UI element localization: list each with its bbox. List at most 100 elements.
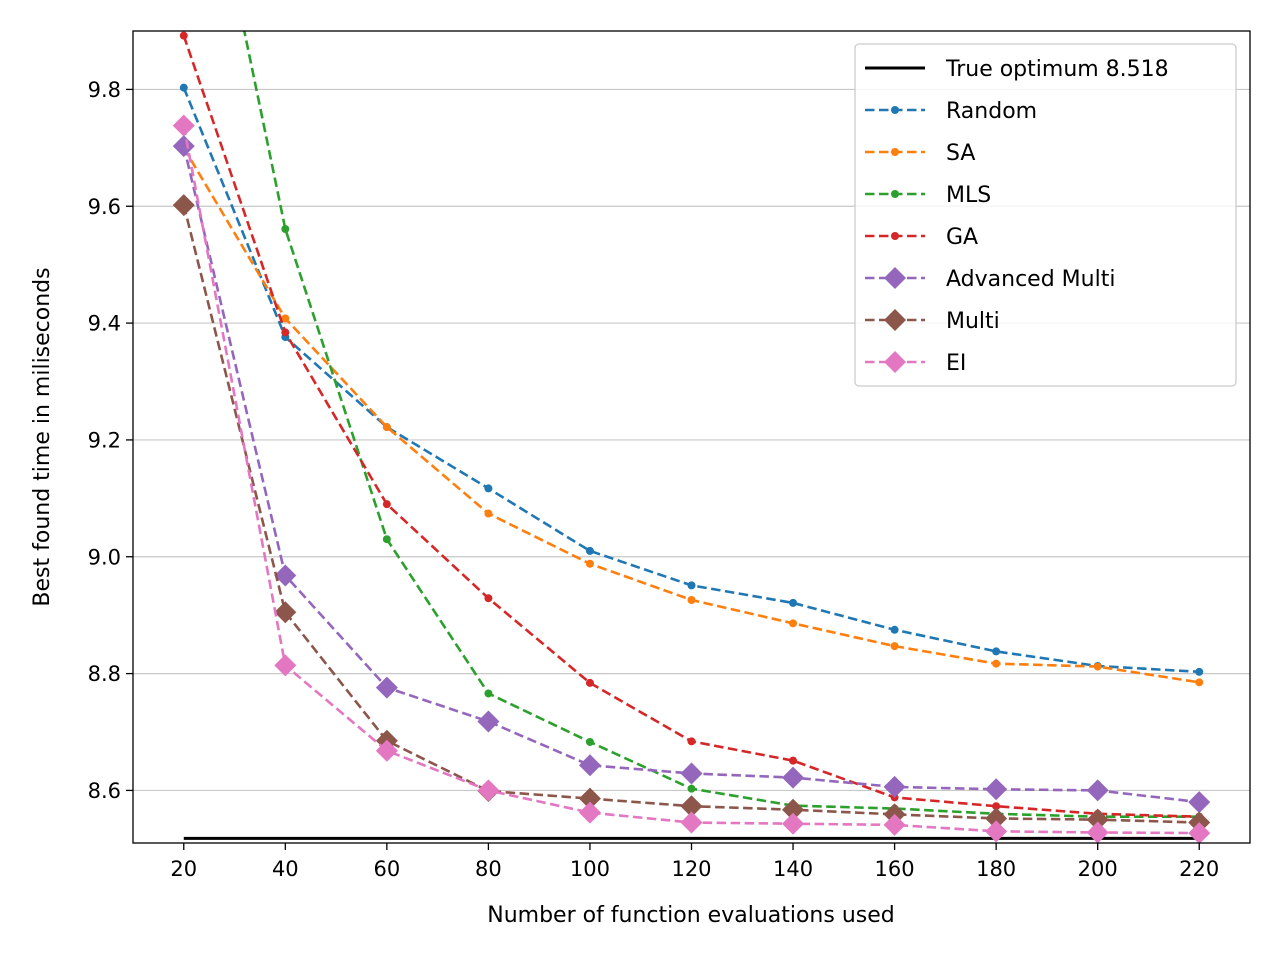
data-point	[281, 314, 290, 323]
data-point	[382, 535, 391, 544]
data-point	[179, 31, 188, 40]
data-point	[992, 802, 1001, 811]
data-point	[585, 559, 594, 568]
legend-label: SA	[946, 141, 975, 166]
data-point	[1188, 822, 1211, 843]
data-point	[687, 784, 696, 793]
x-tick-label: 200	[1078, 857, 1118, 881]
y-axis-ticks: 8.6 8.8 9.0 9.2 9.4 9.6 9.8	[88, 78, 133, 803]
data-point	[585, 546, 594, 555]
data-point	[585, 737, 594, 746]
legend-marker	[884, 309, 906, 331]
data-point	[375, 676, 398, 699]
data-point	[1195, 667, 1204, 676]
legend-label: Multi	[946, 309, 1000, 334]
data-point	[172, 114, 195, 137]
y-tick-label: 9.8	[88, 78, 121, 102]
legend-marker	[891, 190, 899, 198]
x-tick-label: 80	[475, 857, 502, 881]
data-point	[484, 509, 493, 518]
y-tick-label: 8.6	[88, 779, 121, 803]
data-point	[375, 739, 398, 762]
data-point	[782, 812, 805, 835]
x-tick-label: 60	[373, 857, 400, 881]
x-tick-label: 20	[170, 857, 197, 881]
legend-marker	[891, 232, 899, 240]
data-point	[992, 647, 1001, 656]
data-point	[382, 500, 391, 509]
data-point	[687, 581, 696, 590]
y-tick-label: 9.4	[88, 312, 121, 336]
data-point	[578, 754, 601, 777]
data-point	[687, 737, 696, 746]
data-point	[680, 811, 703, 834]
legend-item-mls: MLS	[865, 183, 991, 208]
data-point	[992, 659, 1001, 668]
data-point	[484, 689, 493, 698]
data-point	[680, 795, 703, 818]
legend-marker	[891, 148, 899, 156]
legend-label: Random	[946, 99, 1037, 124]
series-advanced-multi	[172, 135, 1211, 814]
data-point	[1086, 779, 1109, 802]
y-tick-label: 9.0	[88, 545, 121, 569]
legend-marker	[884, 267, 906, 289]
x-tick-label: 160	[875, 857, 915, 881]
x-axis-ticks: 20 40 60 80 100 120 140 160 180 200 220	[170, 843, 1219, 881]
data-point	[1086, 821, 1109, 843]
legend-item-sa: SA	[865, 141, 975, 166]
data-point	[477, 710, 500, 733]
data-point	[782, 766, 805, 789]
legend: True optimum 8.518 Random SA MLS GA Advanced …	[854, 43, 1237, 387]
data-point	[578, 801, 601, 824]
data-point	[1093, 662, 1102, 671]
x-tick-label: 120	[671, 857, 711, 881]
data-point	[883, 775, 906, 798]
data-point	[789, 598, 798, 607]
data-point	[1188, 791, 1211, 814]
legend-label: MLS	[946, 183, 991, 208]
legend-marker	[884, 351, 906, 373]
legend-item-true-optimum-8-518: True optimum 8.518	[865, 57, 1169, 82]
legend-marker	[891, 106, 899, 114]
legend-item-ga: GA	[865, 225, 978, 250]
data-point	[484, 594, 493, 603]
data-point	[883, 813, 906, 836]
data-point	[1086, 808, 1109, 831]
data-point	[782, 798, 805, 821]
series-ei	[172, 114, 1211, 843]
series-group	[172, 31, 1211, 843]
data-point	[179, 83, 188, 92]
data-point	[890, 625, 899, 634]
y-axis-label: Best found time in miliseconds	[30, 267, 55, 606]
data-point	[680, 762, 703, 785]
grid-lines	[133, 88, 1250, 792]
legend-box	[854, 43, 1237, 387]
data-point	[281, 225, 290, 234]
data-point	[274, 601, 297, 624]
data-point	[172, 135, 195, 158]
data-point	[281, 328, 290, 337]
legend-item-random: Random	[865, 99, 1037, 124]
y-tick-label: 8.8	[88, 662, 121, 686]
data-point	[585, 678, 594, 687]
data-point	[484, 484, 493, 493]
data-point	[274, 564, 297, 587]
x-tick-label: 100	[570, 857, 610, 881]
y-tick-label: 9.6	[88, 195, 121, 219]
x-axis-label: Number of function evaluations used	[487, 903, 895, 928]
data-point	[687, 595, 696, 604]
data-point	[985, 807, 1008, 830]
data-point	[985, 820, 1008, 843]
x-tick-label: 220	[1179, 857, 1219, 881]
data-point	[789, 756, 798, 765]
data-point	[172, 194, 195, 217]
legend-item-multi: Multi	[865, 309, 1000, 334]
x-tick-label: 180	[976, 857, 1016, 881]
data-point	[985, 778, 1008, 801]
x-tick-label: 140	[773, 857, 813, 881]
legend-label: EI	[946, 351, 966, 376]
data-point	[578, 787, 601, 810]
y-tick-label: 9.2	[88, 428, 121, 452]
